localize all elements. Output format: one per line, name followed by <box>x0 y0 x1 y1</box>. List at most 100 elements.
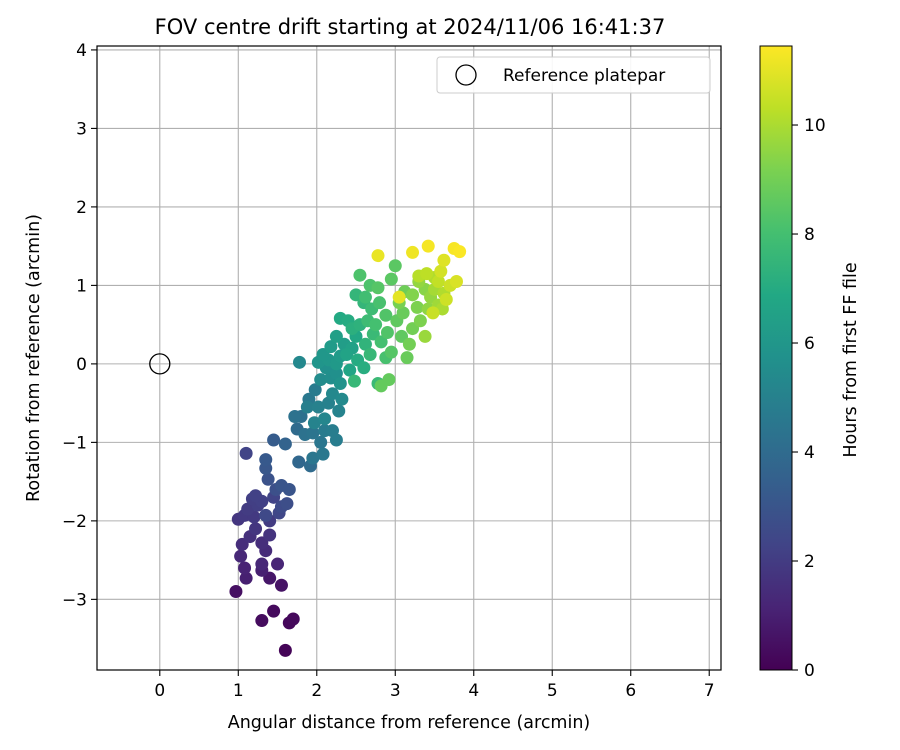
data-point <box>307 416 321 430</box>
legend-label: Reference platepar <box>503 66 665 86</box>
data-point <box>449 274 463 288</box>
legend: Reference platepar <box>436 56 711 94</box>
colorbar-tick-label: 2 <box>804 552 815 572</box>
x-tick-label: 5 <box>547 681 558 701</box>
data-point <box>314 373 328 387</box>
data-point <box>418 329 432 343</box>
data-point <box>318 412 332 426</box>
data-point <box>259 453 273 467</box>
data-point <box>238 561 252 575</box>
data-point <box>314 435 328 449</box>
data-point <box>396 306 410 320</box>
data-point <box>374 379 388 393</box>
x-axis-ticks: 0 1 2 3 4 5 6 7 <box>154 670 715 701</box>
data-point <box>280 497 294 511</box>
data-point <box>406 245 420 259</box>
chart-title: FOV centre drift starting at 2024/11/06 … <box>155 15 666 39</box>
data-point <box>261 472 275 486</box>
data-point <box>410 300 424 314</box>
y-axis-ticks: −3 −2 −1 0 1 2 3 4 <box>62 41 97 610</box>
data-point <box>358 290 372 304</box>
y-tick-label: 3 <box>76 119 87 139</box>
data-point <box>255 557 269 571</box>
data-point <box>267 433 281 447</box>
colorbar-tick-label: 6 <box>804 334 815 354</box>
x-tick-label: 7 <box>704 681 715 701</box>
data-point <box>347 374 361 388</box>
data-point <box>325 387 339 401</box>
y-tick-label: 0 <box>76 355 87 375</box>
data-point <box>357 361 371 375</box>
data-point <box>363 347 377 361</box>
x-tick-label: 0 <box>154 681 165 701</box>
data-point <box>373 296 387 310</box>
data-point <box>388 259 402 273</box>
data-point <box>332 404 346 418</box>
data-point <box>353 268 367 282</box>
data-point <box>308 383 322 397</box>
data-point <box>426 306 440 320</box>
colorbar-tick-label: 0 <box>804 661 815 681</box>
data-point <box>249 489 263 503</box>
colorbar-gradient <box>759 45 793 671</box>
data-point <box>406 322 420 336</box>
colorbar-tick-label: 8 <box>804 225 815 245</box>
data-point <box>278 643 292 657</box>
data-point <box>392 290 406 304</box>
grid-lines <box>97 46 721 670</box>
data-point <box>437 253 451 267</box>
x-axis-label: Angular distance from reference (arcmin) <box>228 713 591 733</box>
data-point <box>234 549 248 563</box>
data-point <box>439 293 453 307</box>
data-point <box>300 400 314 414</box>
x-tick-label: 6 <box>625 681 636 701</box>
data-point <box>278 437 292 451</box>
data-point <box>453 245 467 259</box>
data-point <box>255 614 269 628</box>
data-point <box>316 447 330 461</box>
data-point <box>420 267 434 281</box>
data-point <box>306 426 320 440</box>
data-point <box>241 502 255 516</box>
colorbar-tick-label: 10 <box>804 116 826 136</box>
data-point <box>380 325 394 339</box>
data-point <box>311 400 325 414</box>
data-point <box>235 537 249 551</box>
data-point <box>263 528 277 542</box>
data-point <box>371 249 385 263</box>
data-point <box>249 522 263 536</box>
data-point <box>255 536 269 550</box>
y-tick-label: −3 <box>62 590 87 610</box>
data-point <box>263 571 277 585</box>
data-point <box>259 508 273 522</box>
data-point <box>384 345 398 359</box>
data-point <box>371 281 385 295</box>
colorbar-tick-label: 4 <box>804 443 815 463</box>
data-point <box>421 239 435 253</box>
reference-marker <box>149 353 171 375</box>
data-point <box>374 335 388 349</box>
data-point <box>293 355 307 369</box>
data-point <box>329 366 343 380</box>
data-point <box>384 272 398 286</box>
data-point <box>329 329 343 343</box>
data-point <box>343 363 357 377</box>
data-point <box>400 351 414 365</box>
data-point <box>324 340 338 354</box>
data-point <box>340 347 354 361</box>
y-tick-label: −1 <box>62 433 87 453</box>
y-tick-label: −2 <box>62 512 87 532</box>
x-tick-label: 4 <box>468 681 479 701</box>
legend-marker-open-circle <box>455 64 477 86</box>
plot-frame <box>96 45 722 671</box>
x-tick-label: 3 <box>390 681 401 701</box>
data-point <box>434 264 448 278</box>
data-point <box>402 337 416 351</box>
data-point <box>333 377 347 391</box>
data-point <box>406 288 420 302</box>
data-point <box>271 557 285 571</box>
data-point <box>395 329 409 343</box>
reference-point-marker <box>149 353 171 375</box>
legend-box <box>436 56 711 94</box>
